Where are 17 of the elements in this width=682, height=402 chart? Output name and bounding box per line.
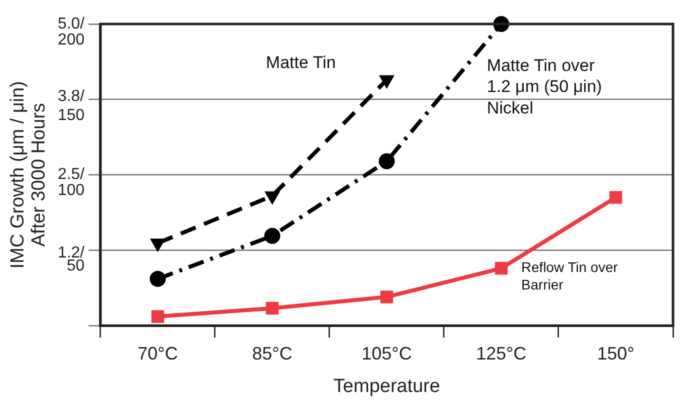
y2-tick-label: 2.5/ — [58, 166, 86, 184]
x-axis-title: Temperature — [333, 376, 440, 397]
y2-tick-label: 3.8/ — [58, 88, 86, 105]
text: Matte Tin — [266, 52, 336, 72]
x-tick-label: 125°C — [476, 343, 526, 364]
series-label: Reflow Tin over Barrier — [521, 259, 618, 293]
x-tick-label: 150° — [597, 343, 634, 364]
y-tick-label: 200 — [58, 31, 85, 48]
y-tick-label: 150 — [58, 106, 85, 124]
y-tick-label: 100 — [58, 182, 85, 200]
x-tick-label: 70°C — [138, 343, 178, 364]
x-tick-label: 105°C — [362, 343, 412, 364]
y-axis-title: IMC Growth (μm / μin) After 3000 Hours — [8, 80, 50, 269]
series-label: Matte Tin over 1.2 μm (50 μin) Nickel — [486, 56, 602, 118]
y2-tick-label: 5.0/ — [58, 15, 86, 32]
x-tick-label: 85°C — [252, 343, 292, 364]
y-tick-label: 50 — [66, 258, 85, 275]
